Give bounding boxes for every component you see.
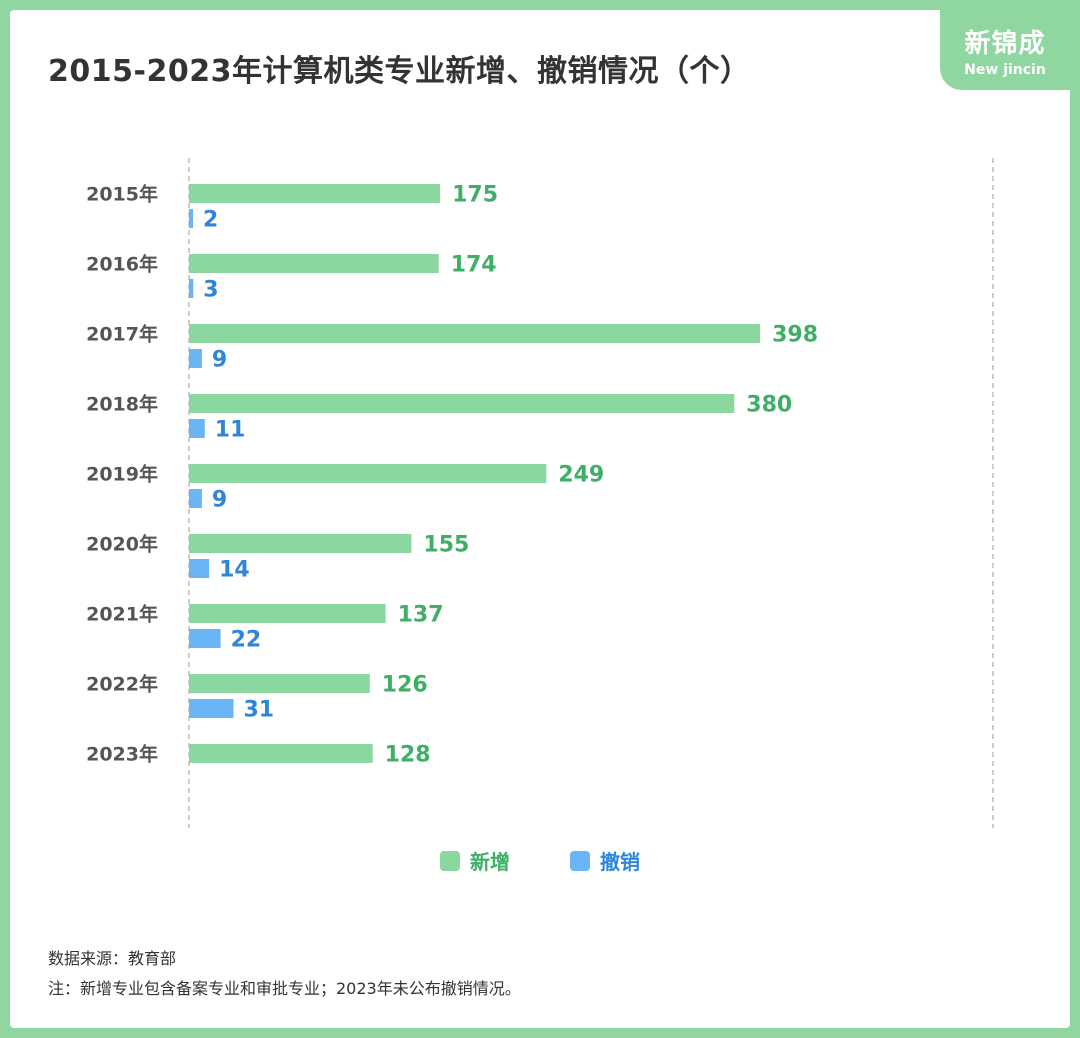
legend: 新增 撤销 [0,846,1080,875]
data-label-added: 126 [382,673,428,698]
bar-revoked [189,209,193,228]
data-label-added: 128 [385,743,431,768]
category-label: 2021年 [86,603,158,626]
bar-added [189,744,373,763]
category-label: 2019年 [86,463,158,486]
bar-added [189,324,761,343]
bar-added [189,604,386,623]
legend-label-added: 新增 [470,850,510,874]
bar-added [189,534,412,553]
bar-added [189,464,547,483]
bar-revoked [189,489,202,508]
bar-added [189,394,735,413]
data-label-added: 174 [451,253,497,278]
bar-revoked [189,629,221,648]
data-label-revoked: 9 [212,348,227,373]
data-label-added: 175 [452,183,498,208]
legend-swatch-added [440,850,460,871]
bar-revoked [189,349,202,368]
bar-added [189,674,370,693]
logo-en: New jincin [964,62,1046,78]
legend-item-added: 新增 [440,846,510,875]
data-label-revoked: 31 [243,698,274,723]
bar-revoked [189,419,205,438]
brand-logo: 新锦成 New jincin [940,10,1070,90]
category-label: 2022年 [86,673,158,696]
data-label-revoked: 14 [219,558,250,583]
bar-revoked [189,699,234,718]
category-label: 2018年 [86,393,158,416]
bar-added [189,184,441,203]
bar-added [189,254,439,273]
legend-item-revoked: 撤销 [570,846,640,875]
legend-swatch-revoked [570,850,590,871]
bar-chart: 2015年 175 2 2016年 174 3 2017年 398 9 2018年 380 11 201… [86,158,994,828]
logo-cn: 新锦成 [964,29,1046,59]
category-label: 2015年 [86,183,158,206]
category-label: 2020年 [86,533,158,556]
footnotes: 数据来源：教育部 注：新增专业包含备案专业和审批专业；2023年未公布撤销情况。 [48,944,521,1004]
chart-title: 2015-2023年计算机类专业新增、撤销情况（个） [48,54,751,89]
data-label-revoked: 2 [203,208,218,233]
data-label-added: 380 [746,393,792,418]
data-label-revoked: 22 [231,628,262,653]
data-label-revoked: 9 [212,488,227,513]
data-label-revoked: 11 [215,418,246,443]
category-label: 2016年 [86,253,158,276]
data-label-added: 155 [423,533,469,558]
bar-revoked [189,279,194,298]
category-label: 2023年 [86,743,158,766]
data-source: 数据来源：教育部 [48,949,177,968]
category-label: 2017年 [86,323,158,346]
data-label-revoked: 3 [203,278,218,303]
chart-card: 新锦成 New jincin [10,10,1070,1028]
legend-label-revoked: 撤销 [600,850,640,874]
data-label-added: 249 [558,463,604,488]
bar-revoked [189,559,210,578]
data-label-added: 398 [772,323,818,348]
footnote: 注：新增专业包含备案专业和审批专业；2023年未公布撤销情况。 [48,979,521,998]
data-label-added: 137 [398,603,444,628]
